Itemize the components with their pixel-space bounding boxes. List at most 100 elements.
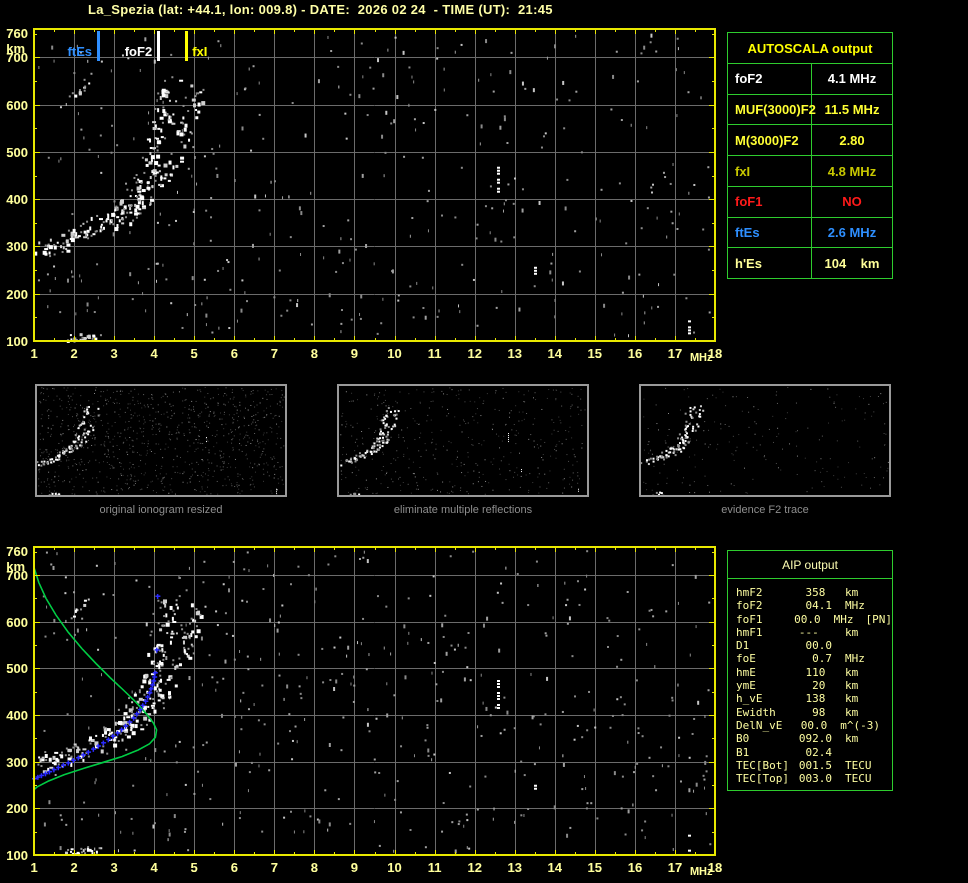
autoscala-row: fxI 4.8 MHz — [728, 156, 892, 187]
aip-unit: km — [845, 705, 859, 719]
aip-value: 98 — [812, 705, 832, 719]
aip-label: B1 — [736, 745, 750, 759]
aip-row: foF2 04.1 MHz — [736, 599, 892, 612]
aip-extra — [880, 719, 892, 732]
aip-unit: km — [845, 625, 859, 639]
aip-extra — [845, 639, 857, 652]
aip-unit: km — [845, 586, 859, 599]
aip-row: hmE 110 km — [736, 666, 892, 679]
mini-panel-caption-original: original ionogram resized — [99, 504, 223, 516]
mini-panel-filtered-canvas — [337, 384, 589, 497]
mini-panel-caption-filtered: eliminate multiple reflections — [393, 504, 533, 516]
aip-label: hmE — [736, 665, 756, 679]
aip-row: hmF2 358 km — [736, 586, 892, 599]
aip-extra — [858, 679, 870, 692]
aip-unit: km — [845, 665, 859, 679]
aip-row: ymE 20 km — [736, 679, 892, 692]
aip-row: TEC[Bot] 001.5 TECU — [736, 759, 892, 772]
aip-table-rows: hmF2 358 km foF2 04.1 MHz foF1 00.0 MHz [PN] hmF1… — [736, 586, 892, 785]
autoscala-row: MUF(3000)F2 11.5 MHz — [728, 94, 892, 126]
aip-table-separator — [728, 578, 892, 579]
aip-label: ymE — [736, 679, 756, 693]
aip-unit: km — [845, 732, 859, 746]
aip-extra: [PN] — [865, 612, 893, 626]
aip-table-header: AIP output — [782, 558, 838, 572]
autoscala-row: ftEs 2.6 MHz — [728, 217, 892, 249]
aip-row: B1 02.4 — [736, 746, 892, 759]
autoscala-row-value: NO — [842, 194, 862, 210]
autoscala-row: foF2 4.1 MHz — [728, 64, 892, 95]
aip-unit: MHz — [833, 612, 854, 626]
aip-value: 138 — [805, 692, 832, 706]
aip-label: foF2 — [736, 599, 763, 613]
aip-label: DelN_vE — [736, 718, 783, 732]
autoscala-row-value: 11.5 MHz — [824, 102, 880, 118]
aip-extra — [858, 586, 870, 599]
aip-label: hmF2 — [736, 586, 763, 599]
aip-extra — [858, 666, 870, 679]
autoscala-row-label: ftEs — [728, 217, 812, 248]
autoscala-row-value: 2.6 MHz — [827, 224, 877, 240]
aip-value: 110 — [805, 665, 832, 679]
aip-extra — [872, 759, 884, 772]
aip-value: 003.0 — [798, 772, 832, 786]
autoscala-row-label: h'Es — [728, 248, 812, 279]
aip-value: 04.1 — [805, 599, 833, 613]
aip-extra — [858, 692, 870, 705]
autoscala-row: M(3000)F2 2.80 — [728, 125, 892, 157]
aip-value: 02.4 — [805, 745, 833, 759]
aip-extra — [858, 706, 870, 719]
aip-row: D1 00.0 — [736, 639, 892, 652]
aip-extra — [858, 732, 870, 745]
autoscala-row-value: 2.80 — [839, 132, 865, 148]
autoscala-row-label: foF2 — [728, 64, 812, 94]
aip-extra — [845, 746, 857, 759]
aip-extra — [865, 599, 877, 612]
aip-value: 00.0 — [805, 639, 833, 653]
aip-label: Ewidth — [736, 705, 776, 719]
aip-output-table: AIP output hmF2 358 km foF2 04.1 MHz foF1 00.0… — [727, 550, 893, 791]
aip-value: 001.5 — [798, 758, 832, 772]
autoscala-table-rows: foF2 4.1 MHz MUF(3000)F2 11.5 MHz M(3000)F2 2… — [728, 64, 892, 279]
aip-value: 00.0 — [794, 612, 821, 626]
aip-value: --- — [798, 625, 832, 639]
aip-unit: MHz — [845, 652, 865, 666]
aip-unit: TECU — [845, 758, 872, 772]
autoscala-row-value: 4.1 MHz — [827, 71, 877, 87]
aip-extra — [858, 626, 870, 639]
autoscala-row: h'Es 104 km — [728, 248, 892, 279]
aip-extra — [872, 772, 884, 785]
aip-unit: TECU — [845, 772, 872, 786]
autoscala-row-label: MUF(3000)F2 — [728, 94, 816, 125]
aip-value: 358 — [805, 586, 832, 599]
mini-panel-f2trace-canvas — [639, 384, 891, 497]
mini-panel-original-canvas — [35, 384, 287, 497]
aip-unit: MHz — [845, 599, 865, 613]
aip-value: 0.7 — [812, 652, 832, 666]
aip-extra — [865, 652, 877, 665]
aip-row: foF1 00.0 MHz [PN] — [736, 613, 892, 626]
aip-unit — [832, 746, 845, 759]
aip-label: TEC[Top] — [736, 772, 789, 786]
aip-label: hmF1 — [736, 625, 763, 639]
aip-label: B0 — [736, 732, 750, 746]
autoscala-row: foF1 NO — [728, 186, 892, 218]
aip-unit: km — [845, 692, 859, 706]
aip-label: D1 — [736, 639, 750, 653]
aip-value: 00.0 — [800, 718, 828, 732]
aip-label: foF1 — [736, 612, 763, 626]
mini-panel-caption-f2trace: evidence F2 trace — [721, 504, 809, 516]
aip-row: DelN_vE 00.0 m^(-3) — [736, 719, 892, 732]
station-title: La_Spezia (lat: +44.1, lon: 009.8) - DAT… — [88, 2, 553, 17]
aip-value: 20 — [812, 679, 832, 693]
aip-unit: m^(-3) — [840, 718, 880, 732]
aip-row: foE 0.7 MHz — [736, 652, 892, 665]
aip-row: TEC[Top] 003.0 TECU — [736, 772, 892, 785]
aip-row: Ewidth 98 km — [736, 706, 892, 719]
autoscala-row-label: M(3000)F2 — [728, 125, 812, 156]
bottom-ionogram-canvas — [0, 540, 722, 883]
aip-row: B0 092.0 km — [736, 732, 892, 745]
autoscala-row-label: fxI — [728, 156, 812, 186]
autoscala-row-value: 4.8 MHz — [827, 163, 877, 179]
